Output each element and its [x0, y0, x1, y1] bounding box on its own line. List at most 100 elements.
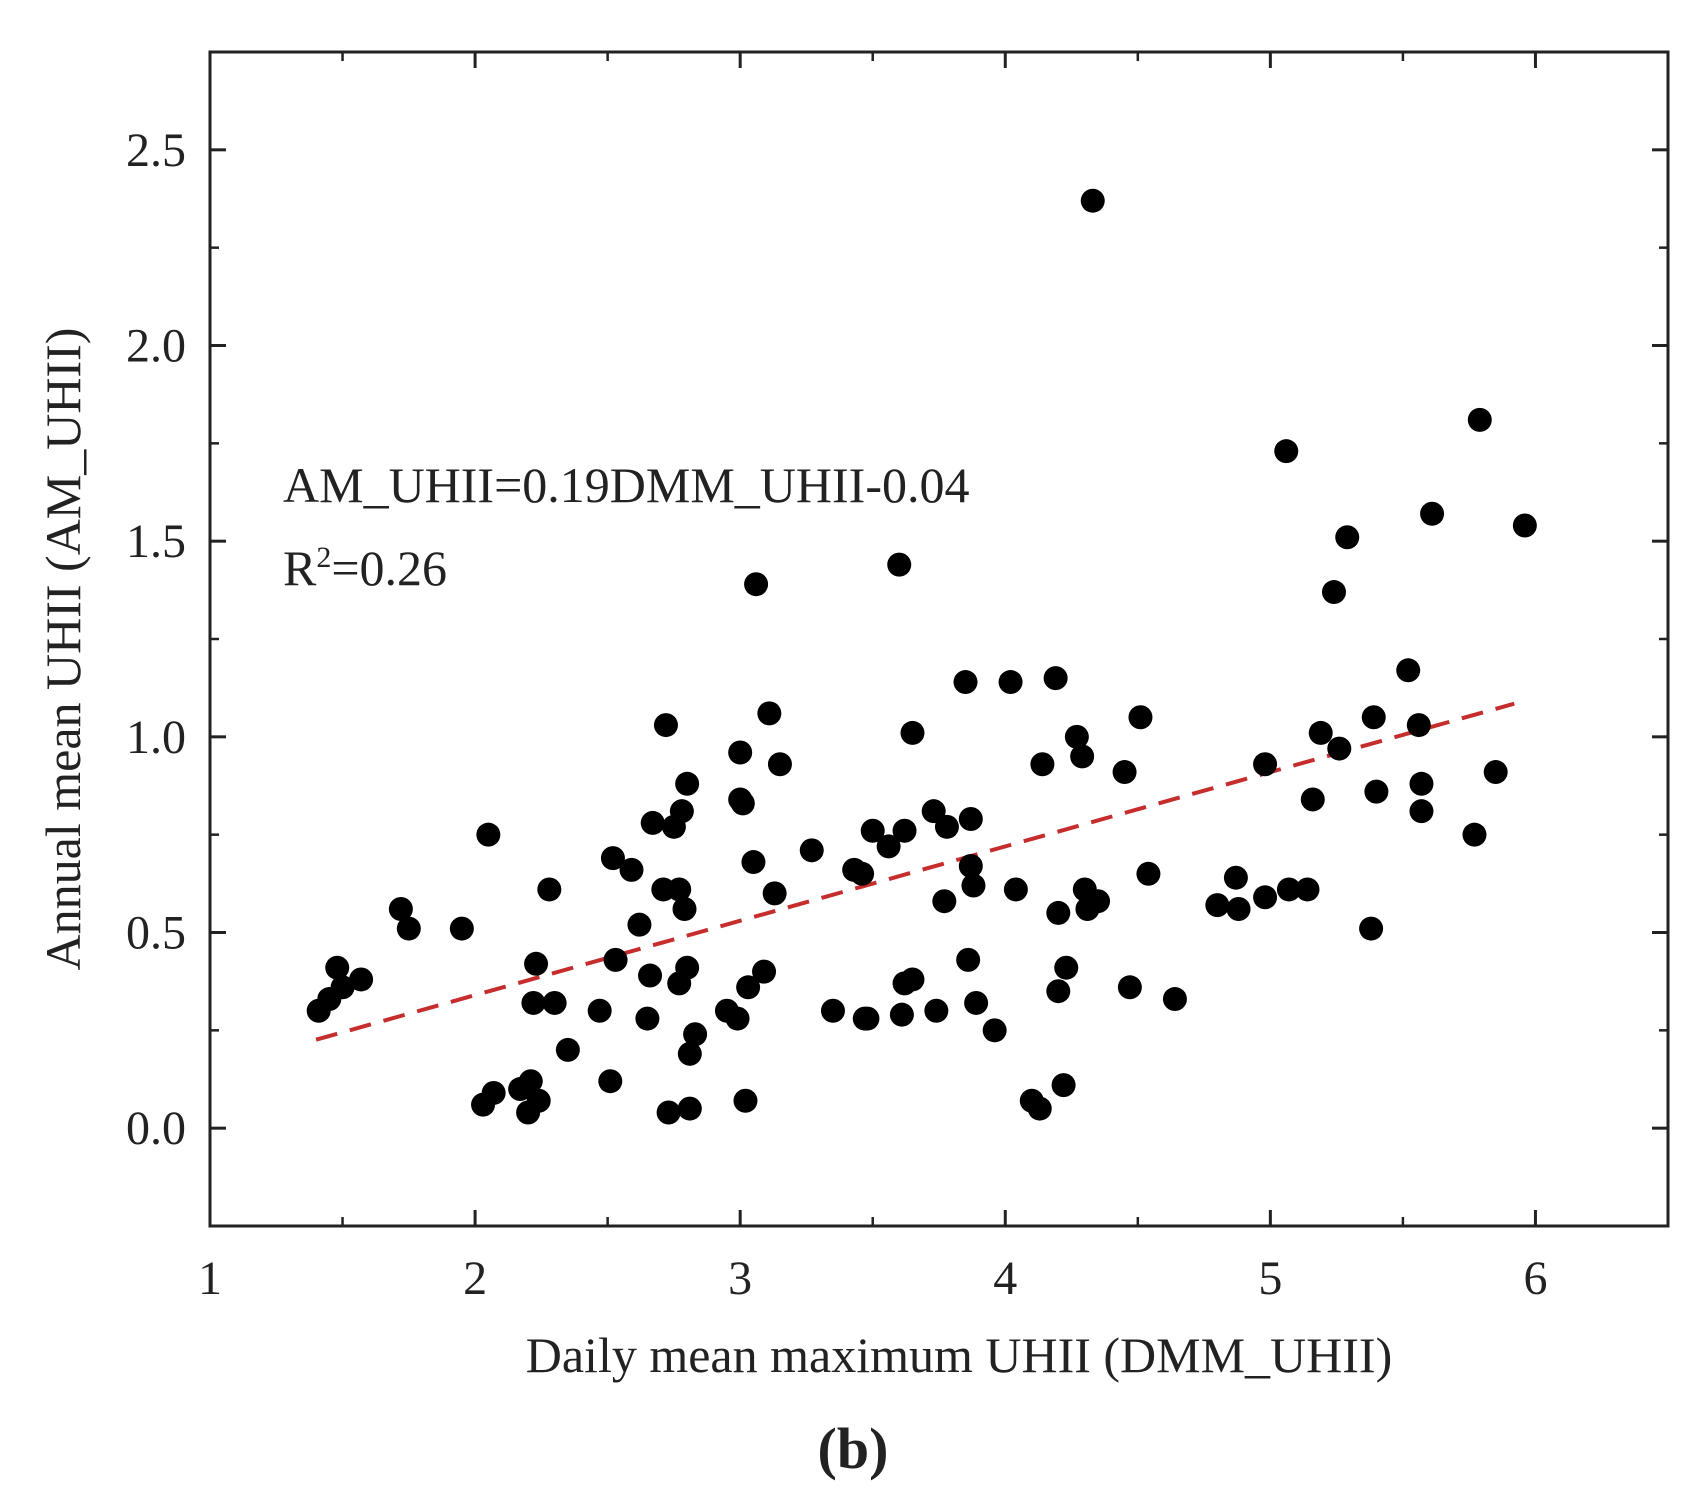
axis-tick-labels: 1 2 3 4 5 6 0.0 0.5 1.0 1.5 2.0 2.5 — [126, 124, 1547, 1305]
data-point — [1364, 779, 1389, 804]
data-point — [1054, 955, 1079, 980]
data-point — [587, 998, 612, 1023]
data-point — [1205, 893, 1230, 918]
data-point — [956, 947, 981, 972]
data-point — [1117, 975, 1142, 1000]
data-point — [921, 799, 946, 824]
data-point — [733, 1088, 758, 1113]
y-tick-label: 2.0 — [126, 320, 186, 373]
data-point — [767, 752, 792, 777]
data-point — [741, 850, 766, 875]
data-point — [555, 1037, 580, 1062]
data-point — [653, 713, 678, 738]
data-point — [1080, 188, 1105, 213]
data-point — [958, 807, 983, 832]
data-point — [924, 998, 949, 1023]
data-point — [1295, 877, 1320, 902]
y-tick-label: 0.0 — [126, 1102, 186, 1155]
data-point — [762, 881, 787, 906]
data-point — [855, 1006, 880, 1031]
x-tick-label: 6 — [1523, 1252, 1547, 1305]
data-point — [1043, 666, 1068, 691]
data-point — [1335, 525, 1360, 550]
data-point — [1051, 1073, 1076, 1098]
data-point — [325, 955, 350, 980]
data-point — [964, 990, 989, 1015]
data-point — [1274, 439, 1299, 464]
data-point — [396, 916, 421, 941]
data-point — [1420, 501, 1445, 526]
r-squared-superscript: 2 — [316, 541, 331, 574]
data-point — [635, 1006, 660, 1031]
data-point — [1046, 900, 1071, 925]
y-tick-label: 1.5 — [126, 515, 186, 568]
data-point — [1046, 979, 1071, 1004]
data-point — [640, 810, 665, 835]
data-point — [537, 877, 562, 902]
data-point — [1327, 736, 1352, 761]
data-point — [730, 791, 755, 816]
r-squared-label: R2=0.26 — [283, 540, 447, 596]
data-point — [330, 975, 355, 1000]
data-point — [677, 1041, 702, 1066]
data-point — [1162, 987, 1187, 1012]
data-point — [598, 1069, 623, 1094]
data-point — [675, 955, 700, 980]
r-squared-prefix: R — [283, 540, 317, 596]
data-point — [1086, 889, 1111, 914]
data-point — [887, 552, 912, 577]
data-point — [1462, 822, 1487, 847]
data-point — [667, 877, 692, 902]
data-point — [1112, 760, 1137, 785]
data-point — [1128, 705, 1153, 730]
data-point — [675, 771, 700, 796]
data-point — [1512, 513, 1537, 538]
data-point — [1136, 861, 1161, 886]
data-point — [521, 990, 546, 1015]
data-point — [1253, 752, 1278, 777]
x-tick-label: 2 — [463, 1252, 487, 1305]
data-point — [1359, 916, 1384, 941]
data-point — [388, 897, 413, 922]
data-point — [476, 822, 501, 847]
data-point — [656, 1100, 681, 1125]
data-point — [1396, 658, 1421, 683]
data-point — [524, 951, 549, 976]
data-point — [850, 861, 875, 886]
data-point — [900, 720, 925, 745]
data-point — [1308, 720, 1333, 745]
data-point — [542, 990, 567, 1015]
data-point — [1483, 760, 1508, 785]
panel-label: (b) — [818, 1416, 889, 1481]
data-point — [1300, 787, 1325, 812]
data-point — [518, 1069, 543, 1094]
data-point — [892, 818, 917, 843]
data-point — [600, 846, 625, 871]
data-point — [481, 1080, 506, 1105]
data-point — [1030, 752, 1055, 777]
data-point — [349, 967, 374, 992]
data-points — [306, 188, 1537, 1125]
data-point — [449, 916, 474, 941]
y-axis-title: Annual mean UHII (AM_UHII) — [35, 328, 91, 971]
data-point — [669, 799, 694, 824]
data-point — [638, 963, 663, 988]
data-point — [752, 959, 777, 984]
data-point — [1321, 580, 1346, 605]
data-point — [998, 670, 1023, 695]
data-point — [1406, 713, 1431, 738]
data-point — [744, 572, 769, 597]
data-point — [876, 834, 901, 859]
data-point — [728, 740, 753, 765]
plot-frame — [208, 50, 1670, 1228]
data-point — [1003, 877, 1028, 902]
data-point — [953, 670, 978, 695]
data-point — [1027, 1096, 1052, 1121]
x-tick-label: 3 — [728, 1252, 752, 1305]
data-point — [672, 897, 697, 922]
data-point — [820, 998, 845, 1023]
data-point — [958, 853, 983, 878]
x-tick-label: 1 — [198, 1252, 222, 1305]
x-tick-label: 4 — [993, 1252, 1017, 1305]
